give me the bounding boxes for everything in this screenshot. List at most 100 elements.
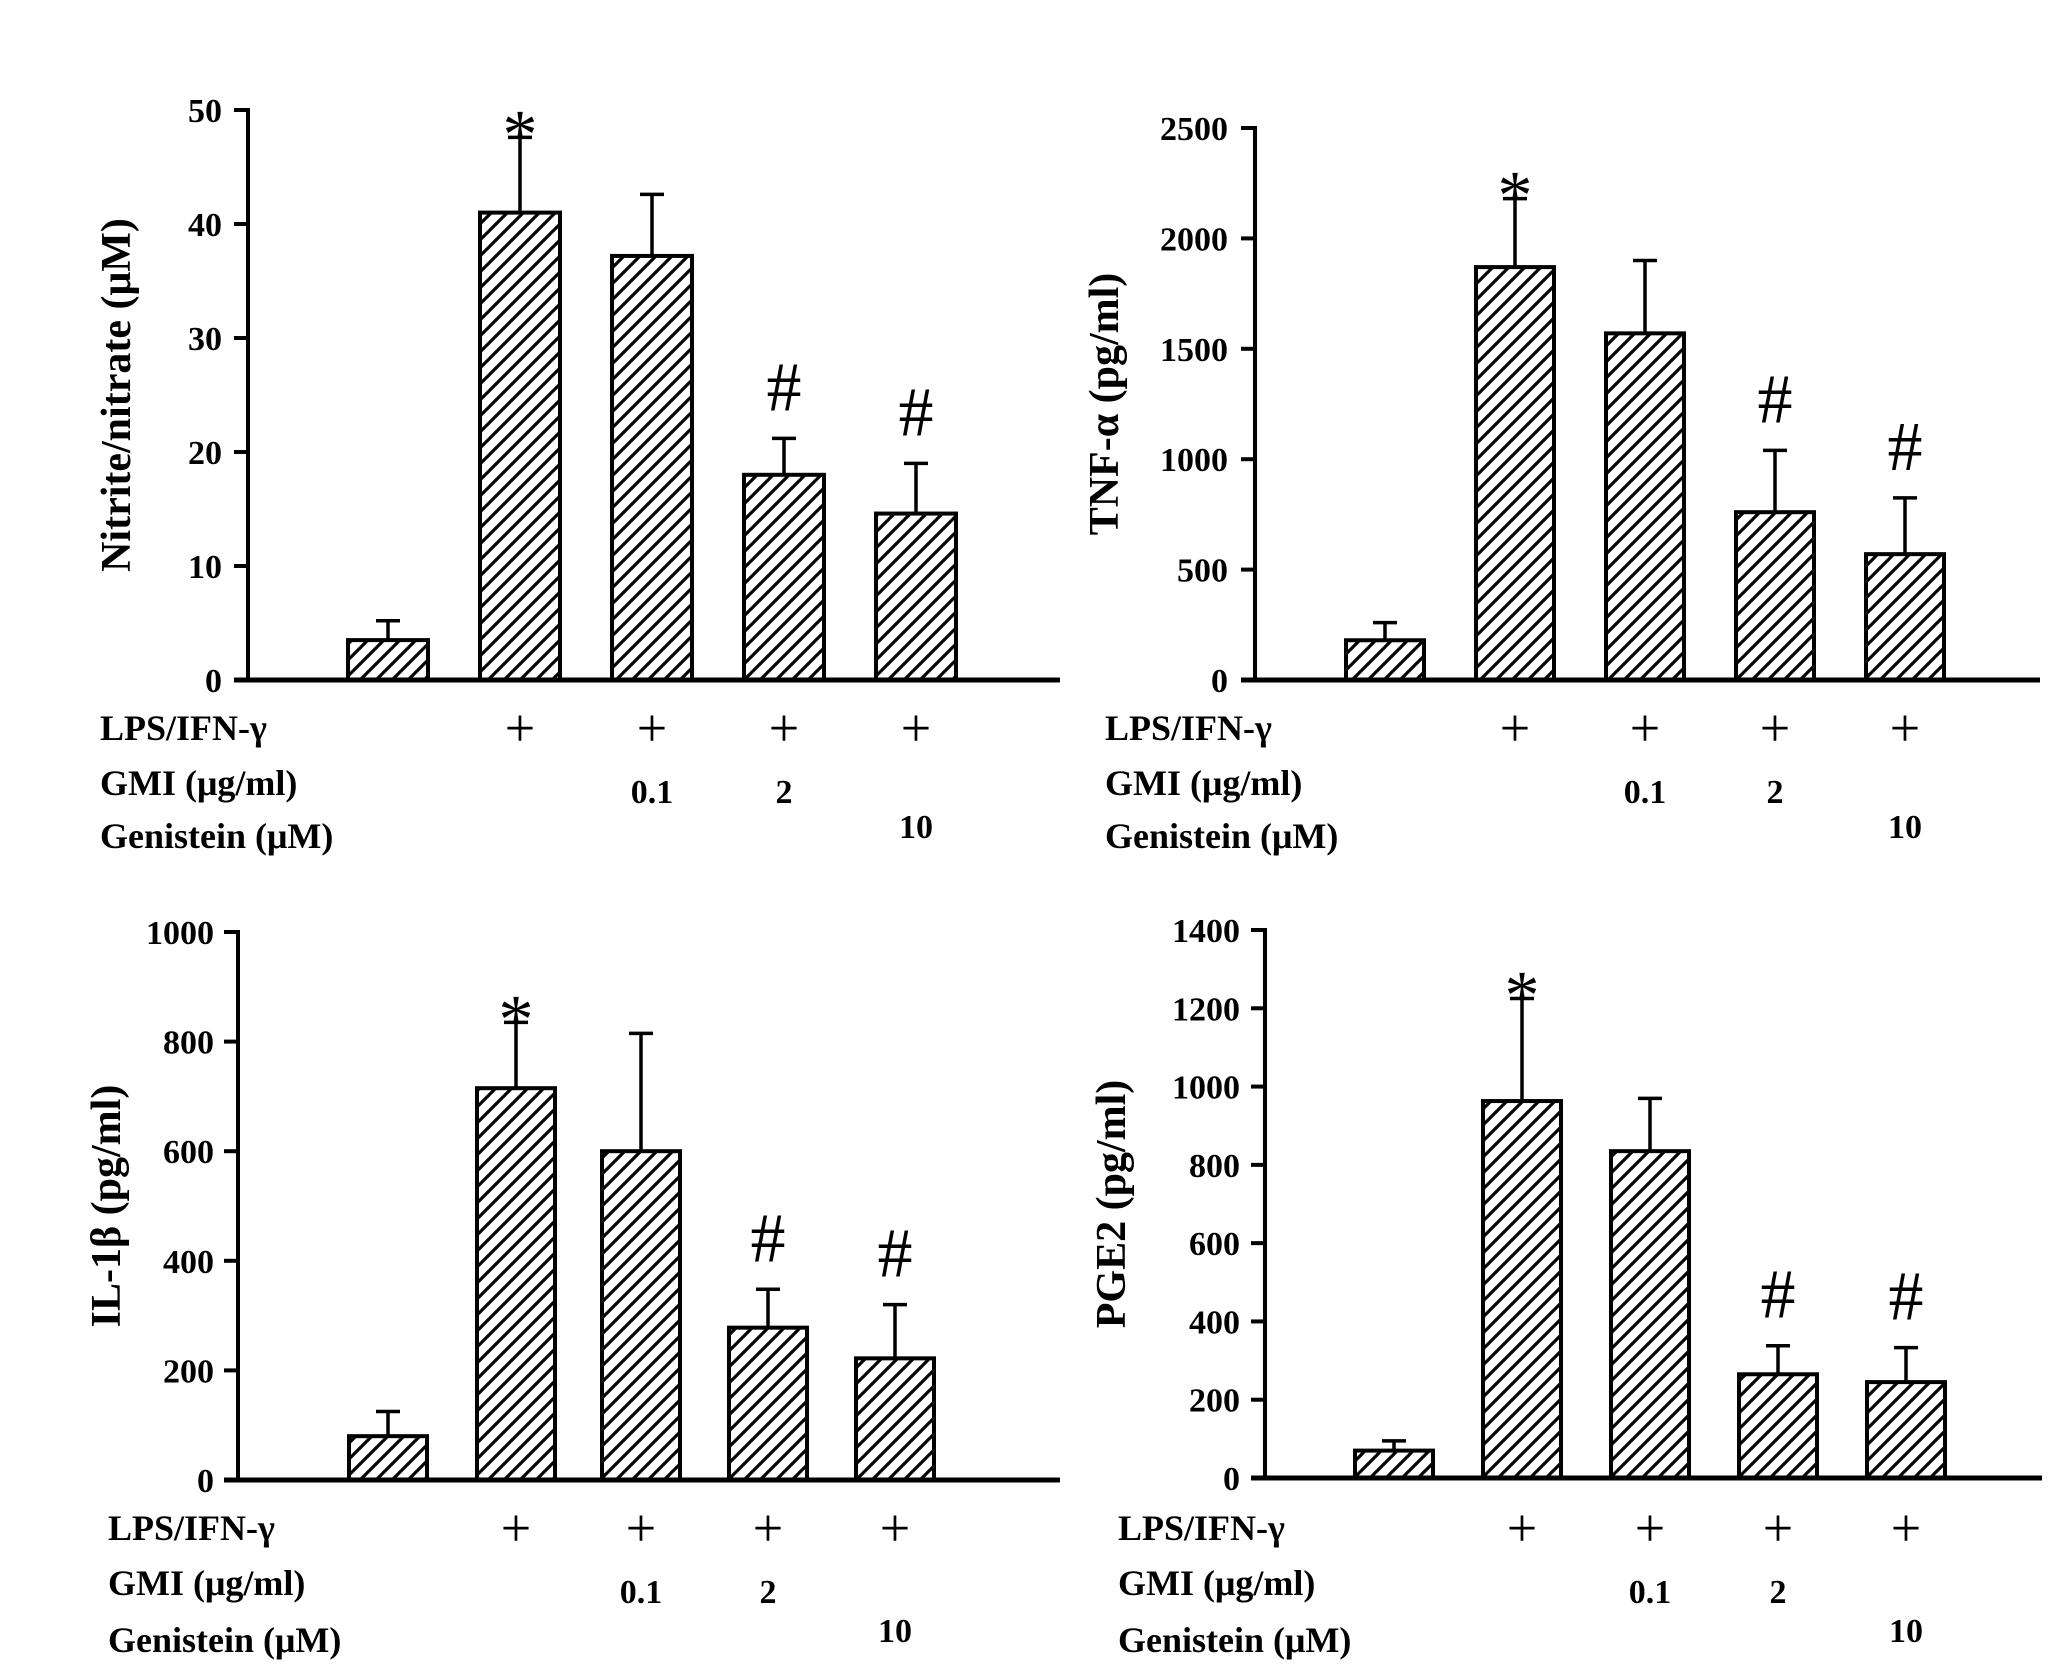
significance-hash: # — [767, 349, 802, 426]
significance-hash: # — [1889, 1259, 1924, 1336]
y-tick-label: 20 — [188, 435, 222, 472]
y-tick-label: 400 — [1189, 1304, 1240, 1341]
bar — [1344, 638, 1426, 682]
y-tick-label: 1000 — [1172, 1070, 1240, 1107]
genistein-dose-value: 10 — [878, 1613, 912, 1650]
lps-plus-sign: + — [505, 698, 535, 758]
row-label-genistein: Genistein (μM) — [1105, 816, 1338, 856]
gmi-dose-value: 2 — [1770, 1574, 1787, 1611]
significance-asterisk: * — [1498, 158, 1533, 235]
lps-plus-sign: + — [1635, 1498, 1665, 1558]
significance-hash: # — [751, 1200, 786, 1277]
bar — [610, 253, 694, 682]
significance-asterisk: * — [1505, 958, 1540, 1035]
lps-plus-sign: + — [1760, 698, 1790, 758]
y-axis-label: Nitrite/nitrate (μM) — [94, 218, 140, 572]
bar — [478, 210, 562, 682]
row-label-lps: LPS/IFN-γ — [1118, 1508, 1285, 1548]
y-tick-label: 0 — [1211, 663, 1228, 700]
bar — [854, 1356, 936, 1482]
lps-plus-sign: + — [626, 1498, 656, 1558]
y-tick-label: 1000 — [146, 915, 214, 952]
bar — [742, 472, 826, 682]
y-tick-label: 50 — [188, 93, 222, 130]
y-tick-label: 2500 — [1160, 111, 1228, 148]
significance-asterisk: * — [503, 96, 538, 173]
lps-plus-sign: + — [1507, 1498, 1537, 1558]
bar — [600, 1149, 682, 1482]
y-tick-label: 600 — [163, 1134, 214, 1171]
y-tick-label: 1500 — [1160, 332, 1228, 369]
significance-asterisk: * — [499, 981, 534, 1058]
lps-plus-sign: + — [501, 1498, 531, 1558]
row-label-lps: LPS/IFN-γ — [100, 708, 267, 748]
lps-plus-sign: + — [769, 698, 799, 758]
y-axis-label: TNF-α (pg/ml) — [1082, 273, 1128, 536]
row-label-lps: LPS/IFN-γ — [108, 1508, 275, 1548]
y-tick-label: 30 — [188, 321, 222, 358]
lps-plus-sign: + — [637, 698, 667, 758]
genistein-dose-value: 10 — [1888, 809, 1922, 846]
y-tick-label: 2000 — [1160, 221, 1228, 258]
significance-hash: # — [1761, 1257, 1796, 1334]
y-axis-label: PGE2 (pg/ml) — [1089, 1080, 1135, 1329]
lps-plus-sign: + — [753, 1498, 783, 1558]
y-tick-label: 800 — [163, 1025, 214, 1062]
row-label-genistein: Genistein (μM) — [1118, 1620, 1351, 1660]
gmi-dose-value: 0.1 — [1629, 1574, 1672, 1611]
bar — [346, 638, 430, 682]
significance-hash: # — [878, 1216, 913, 1293]
bar — [1865, 1380, 1947, 1480]
row-label-genistein: Genistein (μM) — [100, 816, 333, 856]
y-tick-label: 200 — [1189, 1383, 1240, 1420]
y-tick-label: 1000 — [1160, 442, 1228, 479]
gmi-dose-value: 2 — [776, 774, 793, 811]
gmi-dose-value: 2 — [1767, 774, 1784, 811]
lps-plus-sign: + — [1891, 1498, 1921, 1558]
row-label-lps: LPS/IFN-γ — [1105, 708, 1272, 748]
lps-plus-sign: + — [901, 698, 931, 758]
bar — [1864, 552, 1946, 682]
y-tick-label: 600 — [1189, 1226, 1240, 1263]
bar — [1604, 331, 1686, 682]
bar — [1474, 265, 1556, 682]
row-label-gmi: GMI (μg/ml) — [1118, 1563, 1315, 1603]
significance-hash: # — [1758, 361, 1793, 438]
gmi-dose-value: 0.1 — [620, 1574, 663, 1611]
genistein-dose-value: 10 — [1889, 1613, 1923, 1650]
significance-hash: # — [1888, 409, 1923, 486]
lps-plus-sign: + — [1630, 698, 1660, 758]
y-tick-label: 0 — [1223, 1461, 1240, 1498]
lps-plus-sign: + — [1890, 698, 1920, 758]
lps-plus-sign: + — [1500, 698, 1530, 758]
y-tick-label: 1400 — [1172, 913, 1240, 950]
bar — [1609, 1149, 1691, 1480]
bar — [1481, 1099, 1563, 1481]
bar — [1737, 1372, 1819, 1481]
bar — [1353, 1448, 1435, 1480]
y-tick-label: 1200 — [1172, 991, 1240, 1028]
genistein-dose-value: 10 — [899, 809, 933, 846]
bar — [727, 1325, 809, 1482]
y-tick-label: 200 — [163, 1353, 214, 1390]
gmi-dose-value: 0.1 — [631, 774, 674, 811]
row-label-genistein: Genistein (μM) — [108, 1620, 341, 1660]
y-tick-label: 40 — [188, 207, 222, 244]
y-tick-label: 0 — [197, 1463, 214, 1500]
y-tick-label: 500 — [1177, 553, 1228, 590]
bar — [874, 511, 958, 682]
y-axis-label: IL-1β (pg/ml) — [84, 1085, 130, 1328]
row-label-gmi: GMI (μg/ml) — [1105, 763, 1302, 803]
row-label-gmi: GMI (μg/ml) — [100, 763, 297, 803]
bar — [475, 1086, 557, 1483]
y-tick-label: 400 — [163, 1244, 214, 1281]
bar — [1734, 510, 1816, 683]
row-label-gmi: GMI (μg/ml) — [108, 1563, 305, 1603]
significance-hash: # — [899, 374, 934, 451]
gmi-dose-value: 0.1 — [1624, 774, 1667, 811]
y-tick-label: 0 — [205, 663, 222, 700]
lps-plus-sign: + — [880, 1498, 910, 1558]
lps-plus-sign: + — [1763, 1498, 1793, 1558]
y-tick-label: 800 — [1189, 1148, 1240, 1185]
y-tick-label: 10 — [188, 549, 222, 586]
